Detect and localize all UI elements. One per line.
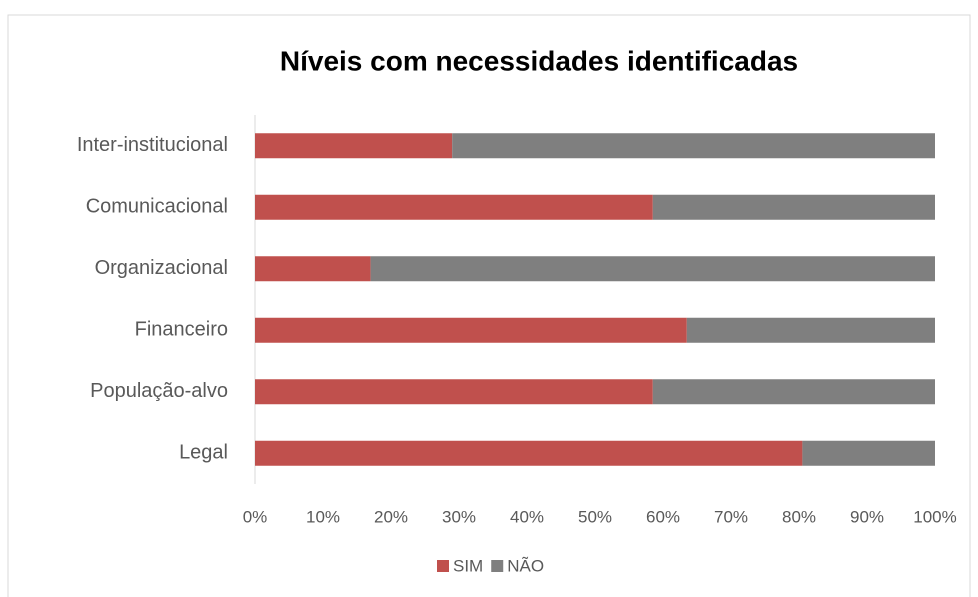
y-tick-label: Organizacional [95, 257, 228, 279]
legend-swatch [437, 560, 449, 572]
x-tick-label: 30% [442, 507, 476, 526]
legend-label: SIM [453, 556, 483, 575]
bar-segment [370, 256, 936, 282]
legend-swatch [491, 560, 504, 572]
x-tick-label: 60% [646, 507, 680, 526]
bar-segment [255, 317, 687, 343]
bar-segment [452, 133, 935, 159]
y-tick-label: Legal [179, 442, 228, 464]
bar-segment [686, 317, 935, 343]
x-tick-label: 50% [578, 507, 612, 526]
bar-segment [255, 440, 803, 466]
x-tick-label: 10% [306, 507, 340, 526]
legend-label: NÃO [507, 556, 544, 575]
y-tick-label: Inter-institucional [77, 134, 228, 156]
x-tick-label: 40% [510, 507, 544, 526]
chart-border [7, 14, 971, 597]
bar-segment [652, 379, 935, 405]
y-tick-label: População-alvo [90, 380, 228, 402]
bar-segment [255, 194, 653, 220]
x-tick-label: 90% [850, 507, 884, 526]
bar-segment [802, 440, 935, 466]
y-tick-label: Comunicacional [86, 196, 228, 218]
x-tick-label: 100% [913, 507, 956, 526]
x-tick-label: 80% [782, 507, 816, 526]
bar-segment [255, 379, 653, 405]
y-tick-label: Financeiro [135, 319, 228, 341]
x-tick-label: 20% [374, 507, 408, 526]
chart-title: Níveis com necessidades identificadas [280, 45, 798, 76]
x-tick-label: 0% [243, 507, 268, 526]
bar-segment [255, 133, 453, 159]
bar-segment [255, 256, 371, 282]
x-tick-label: 70% [714, 507, 748, 526]
bar-segment [652, 194, 935, 220]
